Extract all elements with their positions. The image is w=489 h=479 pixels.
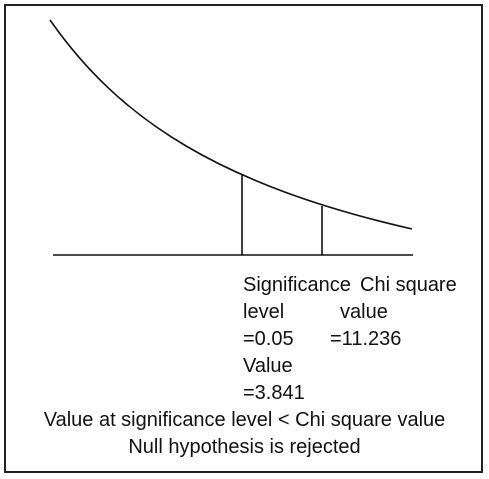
comparison-text: Value at significance level < Chi square… <box>0 410 489 430</box>
chi-square-label-line1: Chi square <box>360 275 457 295</box>
chi-square-label-line2: value <box>340 302 388 322</box>
chi-square-value: =11.236 <box>330 329 401 349</box>
significance-label-line1: Significance <box>243 275 351 295</box>
conclusion-text: Null hypothesis is rejected <box>0 437 489 457</box>
significance-value: =0.05 <box>243 329 294 349</box>
significance-label-line2: level <box>243 302 284 322</box>
chi-square-curve <box>50 20 412 229</box>
critical-value-label: Value <box>243 356 293 376</box>
critical-value: =3.841 <box>243 383 305 403</box>
